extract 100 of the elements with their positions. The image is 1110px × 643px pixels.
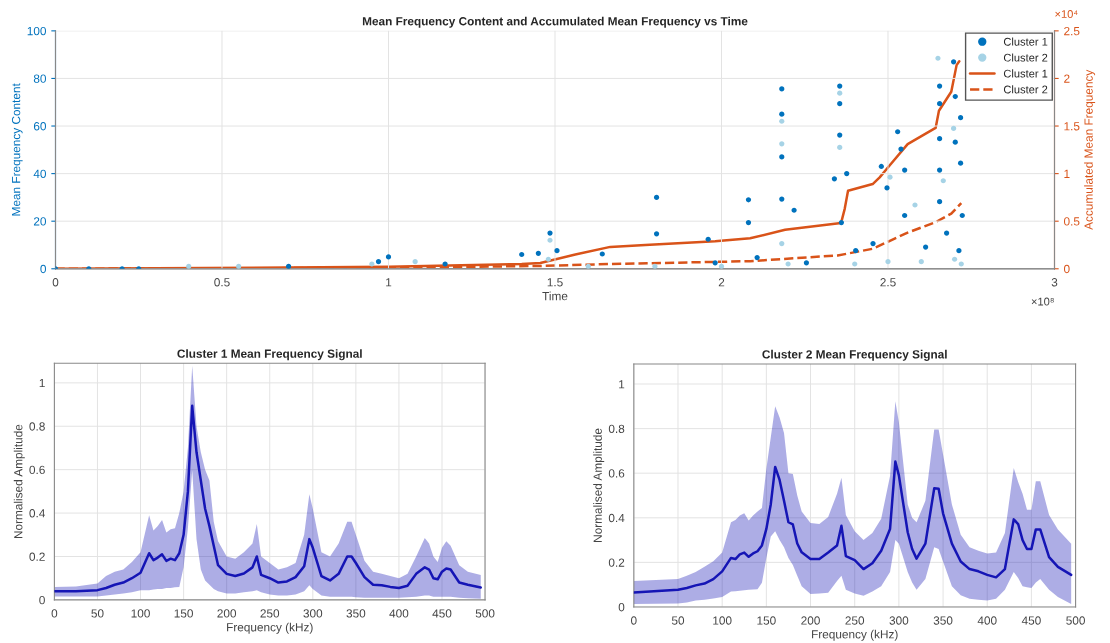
- point: [844, 171, 850, 177]
- x-tick-label: 300: [889, 616, 909, 625]
- point: [923, 244, 929, 250]
- text: ×10⁴: [1055, 10, 1078, 18]
- y-tick-label: 1: [39, 378, 45, 388]
- point: [959, 212, 965, 219]
- y-tick-label: 0.8: [29, 422, 45, 431]
- point: [958, 160, 964, 166]
- x-tick-label: 3: [1051, 278, 1058, 287]
- y-tick-label: 40: [33, 169, 47, 178]
- x-tick-label: 2: [718, 278, 725, 287]
- point: [887, 174, 893, 180]
- point: [754, 254, 760, 261]
- point: [652, 263, 658, 269]
- legend-label: Cluster 2: [1003, 53, 1048, 62]
- point: [935, 55, 941, 61]
- x-tick-label: 0: [52, 278, 59, 287]
- point: [895, 129, 901, 135]
- y-axis-title: Normalised Amplitude: [593, 428, 605, 542]
- point: [951, 59, 957, 65]
- point: [779, 196, 785, 202]
- point: [745, 197, 752, 203]
- legend-label: Cluster 2: [1003, 85, 1048, 94]
- point: [838, 220, 844, 226]
- point: [779, 86, 785, 92]
- point: [186, 263, 192, 269]
- point: [952, 256, 958, 262]
- point: [779, 111, 785, 117]
- chart-title: Mean Frequency Content and Accumulated Mean Frequency vs Time: [362, 16, 748, 28]
- y-tick-label: 0.6: [608, 469, 625, 478]
- x-tick-label: 2.5: [880, 278, 896, 287]
- x-tick-label: 500: [1066, 616, 1085, 625]
- point: [884, 185, 890, 191]
- point: [940, 178, 946, 184]
- y-tick-label: 0.6: [29, 465, 45, 475]
- y-axis-title: Normalised Amplitude: [13, 424, 25, 539]
- point: [442, 261, 448, 267]
- y-tick-label: 0.4: [29, 509, 46, 518]
- x-tick-label: 400: [389, 609, 409, 618]
- point: [779, 141, 785, 147]
- point: [412, 259, 418, 265]
- point: [785, 261, 791, 267]
- chart-title: Cluster 1 Mean Frequency Signal: [177, 349, 362, 361]
- y2-tick-label: 1.5: [1064, 122, 1080, 131]
- legend-label: Cluster 1: [1003, 37, 1048, 46]
- point: [951, 125, 957, 132]
- point: [519, 251, 525, 258]
- point: [554, 248, 560, 254]
- point: [852, 261, 858, 267]
- chart-title: Cluster 2 Mean Frequency Signal: [762, 349, 947, 361]
- point: [956, 248, 962, 254]
- x-tick-label: 150: [174, 609, 193, 618]
- point: [369, 261, 375, 267]
- point: [952, 139, 958, 145]
- point: [885, 259, 891, 265]
- x-tick-label: 400: [977, 616, 997, 625]
- x-tick-label: 100: [131, 609, 150, 618]
- y-tick-label: 100: [27, 26, 47, 36]
- x-tick-label: 300: [303, 609, 323, 618]
- point: [918, 259, 924, 265]
- point: [958, 261, 964, 267]
- point: [779, 118, 785, 124]
- x-tick-label: 450: [432, 609, 452, 618]
- x-tick-label: 350: [346, 609, 366, 618]
- y-tick-label: 60: [33, 122, 47, 131]
- y2-tick-label: 2.5: [1064, 26, 1080, 36]
- point: [870, 240, 876, 247]
- point: [837, 83, 843, 89]
- x-axis-title: Frequency (kHz): [812, 629, 898, 641]
- point: [599, 251, 605, 257]
- point: [937, 83, 943, 89]
- y-tick-label: 1: [619, 380, 625, 389]
- line-series: [633, 460, 1073, 594]
- point: [791, 207, 797, 213]
- point: [385, 254, 392, 260]
- point: [831, 176, 837, 182]
- x-tick-label: 0: [51, 609, 58, 618]
- x-tick-label: 200: [217, 609, 237, 618]
- point: [937, 199, 943, 205]
- point: [937, 101, 943, 107]
- y2-tick-label: 2: [1064, 74, 1070, 83]
- point: [902, 212, 908, 219]
- point: [937, 136, 943, 142]
- x-tick-label: 0.5: [214, 278, 230, 287]
- x-tick-label: 50: [91, 609, 104, 618]
- point: [937, 167, 943, 173]
- point: [803, 260, 810, 266]
- point: [779, 240, 785, 247]
- point: [952, 93, 958, 100]
- point: [837, 90, 843, 96]
- point: [718, 263, 725, 269]
- y2-tick-label: 0.5: [1063, 217, 1080, 226]
- point: [547, 237, 553, 243]
- x-axis-title: Time: [542, 291, 568, 301]
- point: [837, 132, 843, 138]
- point: [837, 101, 843, 107]
- y-tick-label: 0: [40, 264, 47, 274]
- point: [912, 202, 918, 208]
- x-tick-label: 250: [260, 609, 280, 618]
- point: [653, 231, 660, 237]
